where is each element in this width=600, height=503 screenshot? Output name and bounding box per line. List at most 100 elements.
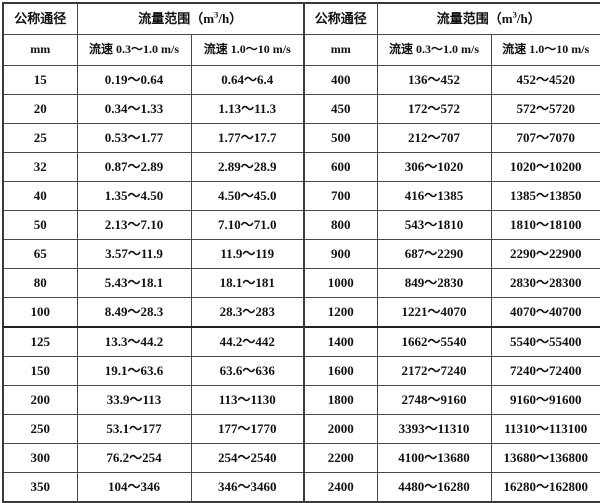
cell-flow-high-left: 11.9～119 [190, 239, 305, 269]
cell-flow-high-left: 1.13～11.3 [190, 94, 305, 124]
cell-flow-low-right: 1662～5540 [376, 326, 492, 357]
table-row: 150 19.1～63.6 63.6～636 1600 2172～7240 7240～72… [2, 356, 600, 386]
cell-flow-high-left: 346～3460 [190, 472, 305, 503]
cell-flow-low-left: 1.35～4.50 [76, 181, 192, 211]
cell-flow-high-right: 2830～28300 [490, 268, 600, 298]
cell-flow-low-left: 2.13～7.10 [76, 210, 192, 240]
table-row: 65 3.57～11.9 11.9～119 900 687～2290 2290～22900 [2, 239, 600, 269]
cell-flow-high-right: 1020～10200 [490, 152, 600, 182]
cell-nominal-diameter-left: 40 [2, 181, 78, 211]
table-row: 250 53.1～177 177～1770 2000 3393～11310 11310～1… [2, 414, 600, 444]
cell-flow-low-left: 5.43～18.1 [76, 268, 192, 298]
cell-flow-high-right: 5540～55400 [490, 326, 600, 357]
cell-nominal-diameter-right: 1200 [303, 297, 378, 328]
cell-flow-low-left: 13.3～44.2 [76, 326, 192, 357]
table-row: 50 2.13～7.10 7.10～71.0 800 543～1810 1810～1810… [2, 210, 600, 240]
cell-flow-low-right: 2748～9160 [376, 385, 492, 415]
header-flow-range-left-prefix: 流量范围（m [138, 10, 215, 26]
cell-nominal-diameter-left: 32 [2, 152, 78, 182]
header-flow-range-right-prefix: 流量范围（m [436, 10, 513, 26]
cell-flow-high-left: 254～2540 [190, 443, 305, 473]
cell-flow-high-left: 44.2～442 [190, 326, 305, 357]
cell-flow-high-right: 4070～40700 [490, 297, 600, 328]
cell-nominal-diameter-right: 700 [303, 181, 378, 211]
cell-flow-low-right: 306～1020 [376, 152, 492, 182]
cell-nominal-diameter-right: 800 [303, 210, 378, 240]
cell-flow-high-right: 9160～91600 [490, 385, 600, 415]
cell-flow-high-left: 18.1～181 [190, 268, 305, 298]
cell-nominal-diameter-right: 1600 [303, 356, 378, 386]
cell-flow-low-right: 687～2290 [376, 239, 492, 269]
table-row: 80 5.43～18.1 18.1～181 1000 849～2830 2830～2830… [2, 268, 600, 298]
header-flow-range-left: 流量范围（m3/h） [76, 2, 305, 35]
header-flow-range-right-superscript: 3 [512, 9, 517, 20]
header-nominal-diameter-left: 公称通径 [2, 2, 78, 35]
cell-flow-high-left: 1.77～17.7 [190, 123, 305, 153]
table-row: 200 33.9～113 113～1130 1800 2748～9160 9160～916… [2, 385, 600, 415]
cell-nominal-diameter-left: 300 [2, 443, 78, 473]
cell-nominal-diameter-right: 2000 [303, 414, 378, 444]
cell-flow-low-right: 849～2830 [376, 268, 492, 298]
table-row: 32 0.87～2.89 2.89～28.9 600 306～1020 1020～1020… [2, 152, 600, 182]
table-row: 25 0.53～1.77 1.77～17.7 500 212～707 707～7070 [2, 123, 600, 153]
cell-flow-low-right: 4100～13680 [376, 443, 492, 473]
header-velocity-high-left: 流速 1.0～10 m/s [190, 34, 305, 66]
cell-flow-low-left: 104～346 [76, 472, 192, 503]
cell-nominal-diameter-left: 80 [2, 268, 78, 298]
cell-flow-low-right: 1221～4070 [376, 297, 492, 328]
cell-flow-low-right: 136～452 [376, 65, 492, 95]
cell-flow-high-right: 572～5720 [490, 94, 600, 124]
cell-flow-high-right: 11310～113100 [490, 414, 600, 444]
cell-flow-high-left: 0.64～6.4 [190, 65, 305, 95]
cell-flow-low-right: 172～572 [376, 94, 492, 124]
cell-nominal-diameter-left: 125 [2, 326, 78, 357]
cell-flow-high-left: 7.10～71.0 [190, 210, 305, 240]
cell-flow-low-left: 0.87～2.89 [76, 152, 192, 182]
cell-nominal-diameter-right: 600 [303, 152, 378, 182]
cell-nominal-diameter-right: 400 [303, 65, 378, 95]
cell-flow-low-left: 53.1～177 [76, 414, 192, 444]
cell-nominal-diameter-right: 900 [303, 239, 378, 269]
cell-nominal-diameter-left: 100 [2, 297, 78, 328]
cell-flow-high-right: 7240～72400 [490, 356, 600, 386]
cell-nominal-diameter-right: 450 [303, 94, 378, 124]
cell-flow-high-left: 113～1130 [190, 385, 305, 415]
cell-nominal-diameter-left: 200 [2, 385, 78, 415]
cell-flow-high-right: 1385～13850 [490, 181, 600, 211]
table-row: 350 104～346 346～3460 2400 4480～16280 16280～16… [2, 472, 600, 503]
cell-flow-high-right: 16280～162800 [490, 472, 600, 503]
cell-flow-low-right: 212～707 [376, 123, 492, 153]
cell-nominal-diameter-left: 150 [2, 356, 78, 386]
cell-flow-low-left: 0.19～0.64 [76, 65, 192, 95]
cell-flow-low-left: 0.53～1.77 [76, 123, 192, 153]
table-header: 公称通径 流量范围（m3/h） 公称通径 流量范围（m3/h） mm 流速 0.… [2, 2, 600, 66]
header-flow-range-left-superscript: 3 [214, 9, 219, 20]
cell-flow-high-left: 28.3～283 [190, 297, 305, 328]
cell-nominal-diameter-left: 50 [2, 210, 78, 240]
table-row: 20 0.34～1.33 1.13～11.3 450 172～572 572～5720 [2, 94, 600, 124]
header-velocity-low-left: 流速 0.3～1.0 m/s [76, 34, 192, 66]
cell-nominal-diameter-left: 20 [2, 94, 78, 124]
cell-flow-high-right: 452～4520 [490, 65, 600, 95]
header-unit-mm-right: mm [303, 34, 378, 66]
cell-flow-low-left: 19.1～63.6 [76, 356, 192, 386]
cell-nominal-diameter-right: 1800 [303, 385, 378, 415]
cell-nominal-diameter-right: 1000 [303, 268, 378, 298]
header-unit-mm-left: mm [2, 34, 78, 66]
cell-flow-low-right: 2172～7240 [376, 356, 492, 386]
cell-flow-low-left: 0.34～1.33 [76, 94, 192, 124]
cell-nominal-diameter-right: 500 [303, 123, 378, 153]
cell-flow-high-left: 177～1770 [190, 414, 305, 444]
table-row: 300 76.2～254 254～2540 2200 4100～13680 13680～1… [2, 443, 600, 473]
table-row: 15 0.19～0.64 0.64～6.4 400 136～452 452～4520 [2, 65, 600, 95]
cell-flow-low-left: 3.57～11.9 [76, 239, 192, 269]
header-nominal-diameter-right: 公称通径 [303, 2, 378, 35]
header-flow-range-right: 流量范围（m3/h） [376, 2, 600, 35]
cell-flow-low-right: 543～1810 [376, 210, 492, 240]
cell-flow-low-left: 8.49～28.3 [76, 297, 192, 328]
table-row: 125 13.3～44.2 44.2～442 1400 1662～5540 5540～55… [2, 326, 600, 357]
cell-flow-high-left: 2.89～28.9 [190, 152, 305, 182]
cell-flow-low-left: 76.2～254 [76, 443, 192, 473]
